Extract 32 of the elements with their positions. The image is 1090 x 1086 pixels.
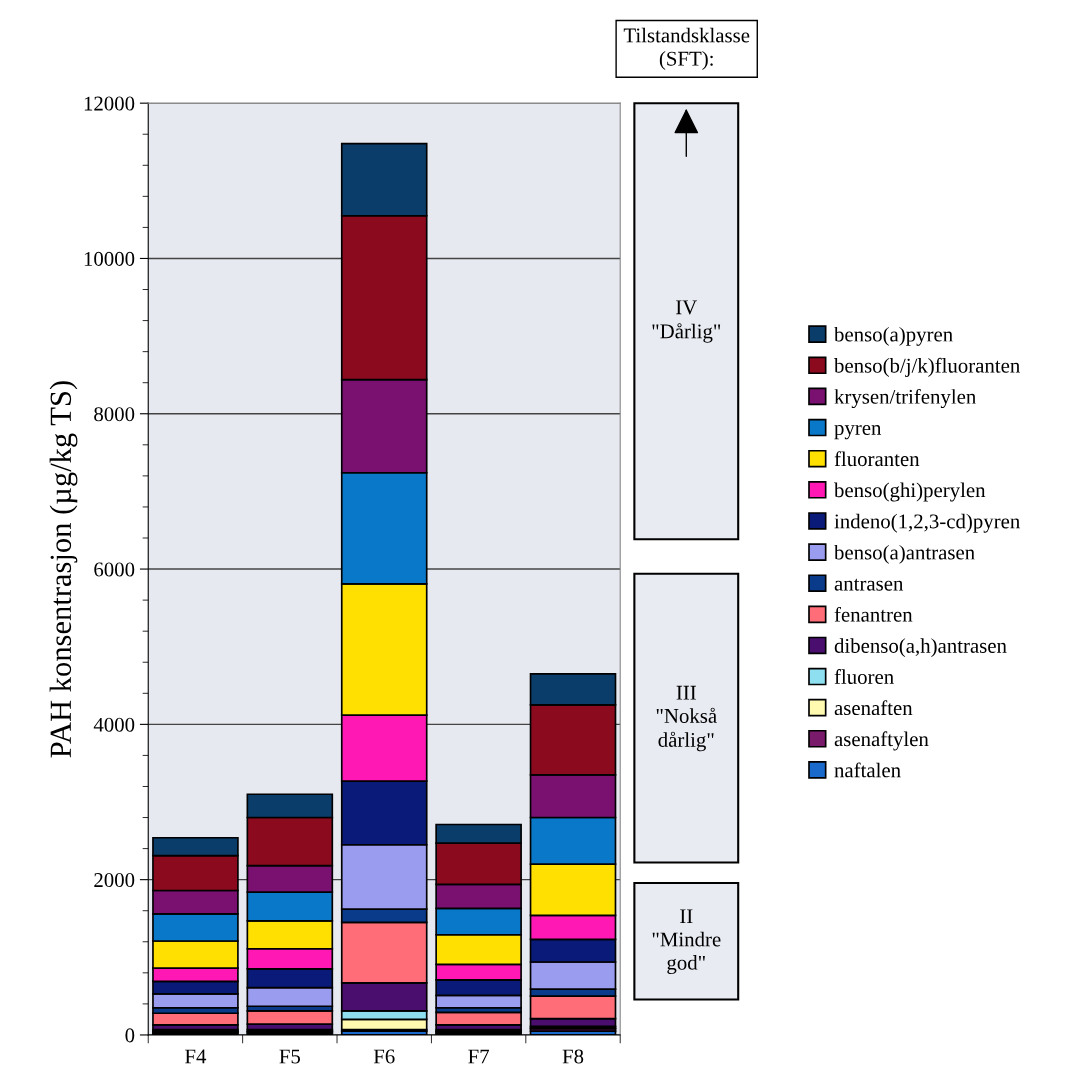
legend-label: naftalen bbox=[834, 762, 901, 778]
legend-label: pyren bbox=[834, 424, 882, 440]
x-tick-label: F6 bbox=[373, 1049, 395, 1064]
legend-label: antrasen bbox=[834, 578, 904, 591]
legend-label: asenaften bbox=[834, 700, 913, 716]
text: II "Mindre god" bbox=[652, 909, 721, 975]
legend-label: fluoren bbox=[834, 669, 894, 684]
text: III "Nokså dårlig" bbox=[656, 685, 717, 752]
legend-label: fluoranten bbox=[834, 451, 920, 467]
y-axis-title: PAH konsentrasjon (µg/kg TS) bbox=[49, 381, 78, 758]
x-tick-label: F8 bbox=[562, 1049, 584, 1064]
x-tick-label: F4 bbox=[185, 1049, 207, 1064]
legend-label: benso(b/j/k)fluoranten bbox=[834, 357, 1020, 377]
text: IV "Dårlig" bbox=[652, 300, 721, 343]
legend-label: fenantren bbox=[834, 606, 913, 622]
x-tick-label: F7 bbox=[468, 1049, 490, 1064]
text: Tilstandsklasse (SFT): bbox=[623, 27, 750, 70]
y-tick-label: 4000 bbox=[93, 717, 135, 732]
y-tick-label: 6000 bbox=[94, 562, 135, 577]
legend-label: dibenso(a,h)antrasen bbox=[834, 638, 1007, 658]
y-tick-label: 12000 bbox=[84, 96, 135, 111]
y-tick-label: 0 bbox=[125, 1028, 135, 1043]
x-tick-label: F5 bbox=[279, 1049, 301, 1064]
legend-label: benso(a)pyren bbox=[834, 326, 953, 346]
legend-label: asenaftylen bbox=[834, 731, 929, 751]
legend-label: indeno(1,2,3-cd)pyren bbox=[834, 513, 1020, 533]
legend-label: benso(a)antrasen bbox=[834, 544, 975, 564]
legend-label: benso(ghi)perylen bbox=[834, 482, 986, 502]
legend-label: krysen/trifenylen bbox=[834, 388, 976, 409]
y-tick-label: 8000 bbox=[94, 407, 135, 422]
y-tick-label: 2000 bbox=[94, 873, 135, 888]
y-tick-label: 10000 bbox=[84, 251, 135, 266]
